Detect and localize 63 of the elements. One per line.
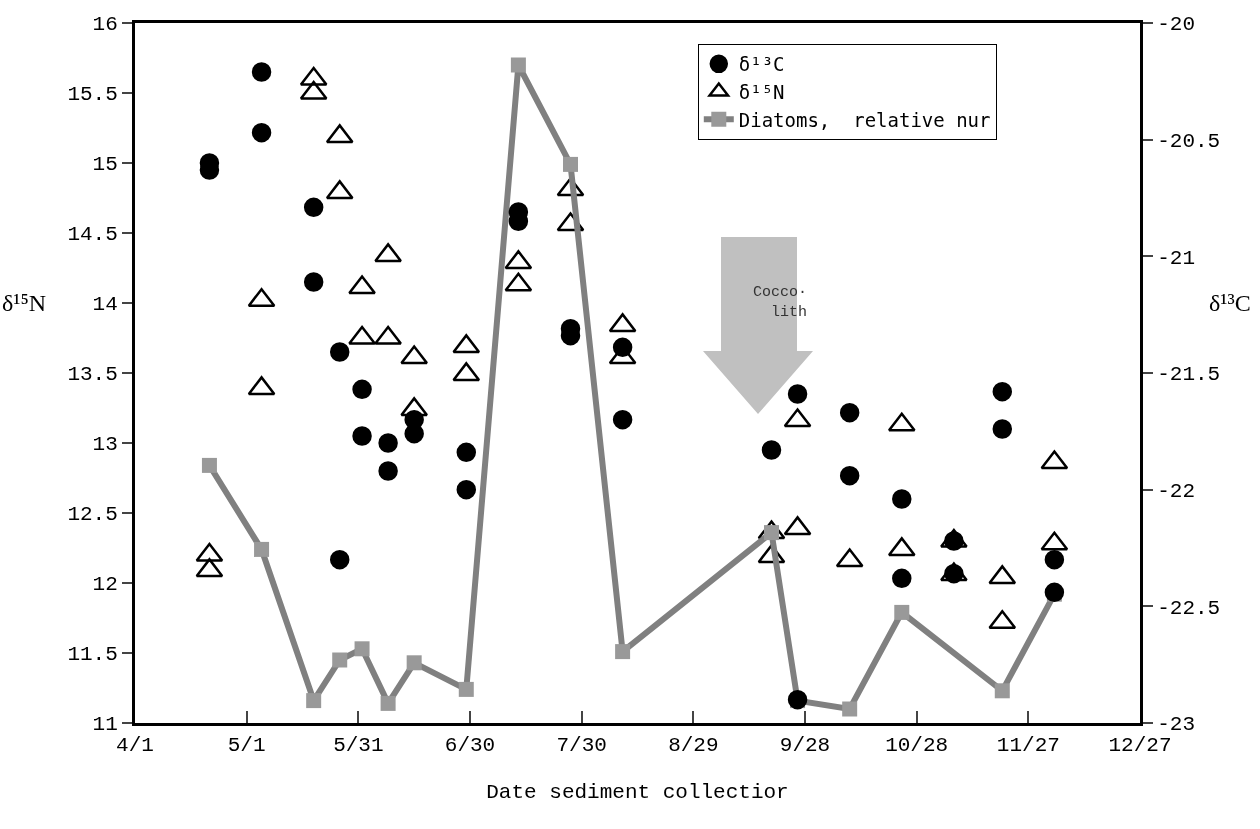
point — [839, 465, 860, 486]
y-tick-label: 16 — [92, 13, 118, 37]
point — [612, 337, 633, 358]
y-tick-label: 11 — [92, 713, 118, 737]
point — [612, 409, 633, 430]
point — [352, 426, 372, 446]
point — [251, 62, 272, 82]
y-tick-label: 15.5 — [67, 83, 118, 107]
y2-tick-label: -20.5 — [1157, 130, 1221, 154]
x-tick-label: 6/30 — [444, 734, 496, 758]
y2-axis-title: δ¹³C — [1209, 290, 1251, 316]
x-tick-label: 10/28 — [885, 734, 949, 758]
x-tick-label: 5/1 — [227, 734, 266, 758]
point — [378, 461, 398, 481]
x-tick-label: 8/29 — [668, 734, 719, 758]
y-axis-title: δ¹⁵N — [2, 290, 47, 316]
point — [1044, 582, 1065, 603]
point — [892, 568, 912, 589]
point — [303, 272, 324, 292]
point — [787, 689, 808, 710]
x-axis-title: Date sediment collectior — [486, 781, 789, 805]
point — [456, 442, 477, 463]
y-tick-label: 15 — [92, 153, 118, 177]
x-tick-label: 5/31 — [333, 734, 384, 758]
point — [761, 440, 782, 460]
y-tick-label: 12 — [92, 573, 118, 597]
y2-tick-label: -20 — [1157, 13, 1196, 37]
point — [378, 433, 398, 453]
point — [1044, 549, 1065, 570]
y-tick-label: 11.5 — [67, 643, 118, 667]
y2-tick-label: -21.5 — [1157, 363, 1221, 387]
point — [329, 549, 350, 570]
y-tick-label: 13 — [92, 433, 118, 457]
legend-label: Diatoms, relative nur — [738, 108, 991, 131]
point — [352, 379, 372, 400]
x-tick-label: 4/1 — [116, 734, 154, 758]
y-tick-label: 14.5 — [67, 223, 118, 247]
point — [787, 384, 808, 404]
y-tick-label: 12.5 — [67, 503, 118, 527]
point — [329, 342, 350, 362]
point — [944, 563, 964, 584]
y2-tick-label: -23 — [1157, 713, 1196, 737]
point — [992, 419, 1013, 439]
y2-tick-label: -22.5 — [1157, 596, 1221, 620]
annotation: Cocco· lith — [752, 283, 807, 323]
point — [456, 479, 477, 500]
x-tick-label: 9/28 — [779, 734, 831, 758]
y-tick-label: 14 — [92, 293, 118, 317]
point — [303, 197, 324, 218]
legend-label: δ¹⁵N — [738, 80, 785, 103]
x-tick-label: 12/27 — [1108, 734, 1172, 758]
point — [404, 423, 424, 444]
y2-tick-label: -22 — [1157, 480, 1196, 504]
point — [839, 402, 860, 423]
legend-label: δ¹³C — [738, 53, 785, 76]
point — [944, 531, 964, 551]
y-tick-label: 13.5 — [67, 363, 118, 387]
x-tick-label: 7/30 — [556, 734, 607, 758]
point — [992, 381, 1013, 402]
x-tick-label: 11/27 — [996, 734, 1060, 758]
point — [892, 489, 912, 509]
y2-tick-label: -21 — [1157, 246, 1196, 270]
point — [251, 122, 272, 143]
